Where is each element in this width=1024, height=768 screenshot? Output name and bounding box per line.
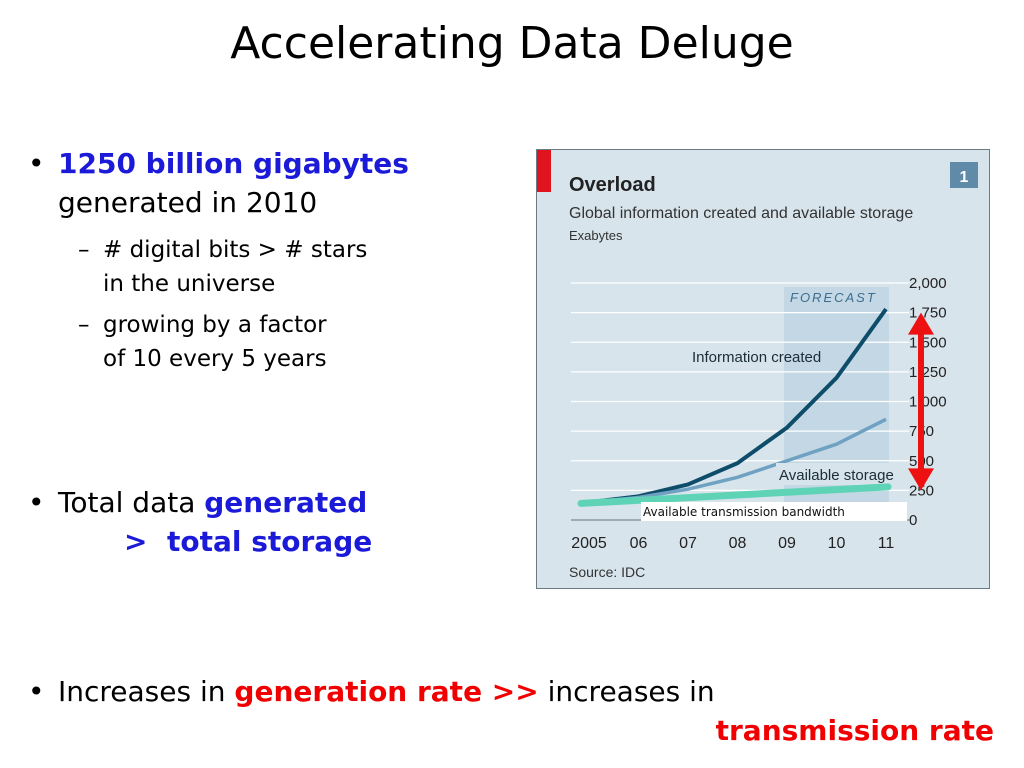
sub-bullet-2-line-2: of 10 every 5 years [103,346,327,372]
bullet-2-line-1: Total data generated [58,483,372,522]
storage-label-bg [776,463,909,485]
x-tick-label: 09 [778,535,796,552]
x-tick-label: 08 [729,535,747,552]
bullet-2-line-2: > total storage [124,525,373,558]
red-tab [537,150,551,192]
y-tick-label: 1,000 [909,394,947,411]
y-tick-label: 250 [909,482,934,499]
chart-badge-number: 1 [960,169,969,186]
sub-bullet-1-line-1: # digital bits > # stars [103,237,368,263]
bandwidth-line [577,483,892,507]
y-tick-label: 1,500 [909,334,947,351]
series-label-information-created: Information created [692,349,821,366]
bullet-2-generated: generated [204,486,368,519]
dash-glyph: – [78,312,90,338]
bullet-3: • Increases in generation rate >> increa… [28,672,998,750]
chart-title: Overload [569,174,656,196]
x-tick-label: 06 [630,535,648,552]
dash-glyph: – [78,237,90,263]
chart-source: Source: IDC [569,564,645,580]
grid-lines [571,282,909,521]
y-tick-label: 1,750 [909,305,947,322]
bullet-3-middle: increases in [538,675,715,708]
x-tick-label: 07 [679,535,697,552]
chart-badge [950,162,978,188]
bullet-2-prefix: Total data [58,486,205,519]
bullet-1: • 1250 billion gigabytes generated in 20… [28,144,409,222]
forecast-label: FORECAST [790,290,877,305]
sub-bullet-1-line-2: in the universe [103,271,276,297]
gap-arrow [908,312,934,491]
slide-title: Accelerating Data Deluge [230,18,794,69]
y-tick-label: 2,000 [909,275,947,292]
sub-bullet-1: – # digital bits > # stars in the univer… [78,233,368,301]
x-tick-label: 10 [828,535,846,552]
chart-unit-label: Exabytes [569,228,623,243]
sub-bullet-2: – growing by a factor of 10 every 5 year… [78,308,327,376]
bandwidth-label-bg [641,502,907,521]
bullet-3-highlight: generation rate >> [234,675,539,708]
bullet-3-prefix: Increases in [58,675,235,708]
bullet-1-line-2: generated in 2010 [58,186,318,219]
y-tick-label: 1,250 [909,364,947,381]
chart-canvas: Overload Global information created and … [537,150,978,580]
x-axis-ticks: 2005 06 07 08 09 10 11 [571,535,894,552]
bullet-3-line-1: Increases in generation rate >> increase… [58,672,998,711]
overload-chart: Overload Global information created and … [536,149,990,589]
bullet-glyph: • [28,147,45,180]
bullet-glyph: • [28,675,45,708]
gap-arrow-head-down [908,468,934,491]
gap-arrow-head-up [908,312,934,335]
bullet-2: • Total data generated > total storage [28,483,373,561]
chart-subtitle: Global information created and available… [569,205,913,222]
bullet-3-line-2: transmission rate [715,714,994,747]
y-tick-label: 0 [909,512,917,529]
bullet-1-line-1: 1250 billion gigabytes [58,147,409,180]
sub-bullet-2-line-1: growing by a factor [103,312,327,338]
bandwidth-label: Available transmission bandwidth [643,505,845,519]
series-label-available-storage: Available storage [779,467,894,484]
x-tick-label: 11 [878,535,895,552]
x-tick-label: 2005 [571,535,607,552]
bullet-glyph: • [28,486,45,519]
